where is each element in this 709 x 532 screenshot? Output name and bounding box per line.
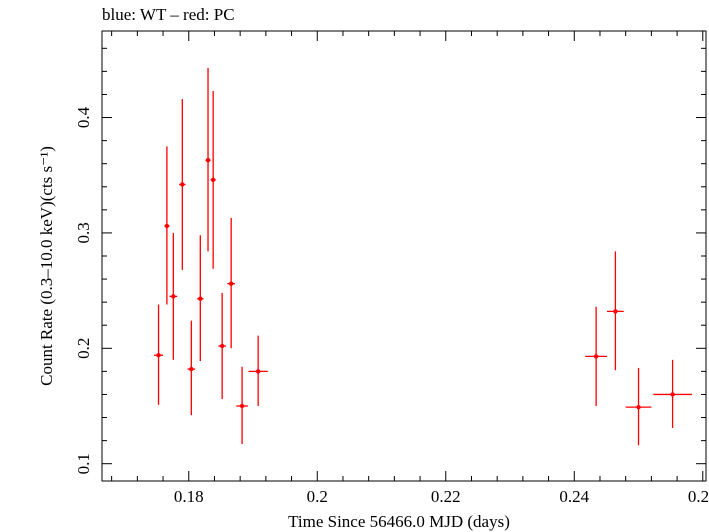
y-tick-label: 0.2 xyxy=(74,338,93,359)
point-marker xyxy=(636,404,641,410)
x-tick-label: 0.2 xyxy=(307,487,328,506)
y-tick-label: 0.4 xyxy=(74,106,93,128)
point-marker xyxy=(156,353,161,358)
data-point xyxy=(179,99,186,270)
point-marker xyxy=(255,369,261,374)
point-marker xyxy=(164,223,170,229)
x-tick-label: 0.24 xyxy=(559,487,589,506)
point-marker xyxy=(613,309,618,314)
x-tick-label: 0.26 xyxy=(688,487,709,506)
data-point xyxy=(653,359,692,428)
data-point xyxy=(210,91,216,269)
y-tick-label: 0.3 xyxy=(74,222,93,243)
y-tick-label: 0.1 xyxy=(74,453,93,474)
data-point xyxy=(218,292,227,400)
data-point xyxy=(625,367,652,446)
data-point xyxy=(227,217,236,349)
data-points xyxy=(154,67,692,446)
point-marker xyxy=(228,281,234,286)
chart-title: blue: WT – red: PC xyxy=(102,5,235,24)
x-axis: 0.18 0.2 0.22 0.24 0.26 xyxy=(111,31,709,506)
point-marker xyxy=(593,354,599,359)
point-marker xyxy=(210,177,216,183)
point-marker xyxy=(180,182,185,187)
data-point xyxy=(169,232,178,360)
point-marker xyxy=(219,343,225,349)
point-marker xyxy=(189,366,194,372)
point-marker xyxy=(171,294,176,299)
data-point xyxy=(197,235,204,361)
point-marker xyxy=(239,403,245,409)
data-point xyxy=(154,304,164,405)
data-point xyxy=(585,306,608,406)
data-point xyxy=(205,67,211,252)
data-point xyxy=(164,146,170,305)
point-marker xyxy=(670,392,675,397)
data-point xyxy=(607,251,624,371)
y-axis: 0.1 0.2 0.3 0.4 xyxy=(74,47,706,474)
point-marker xyxy=(205,158,211,163)
data-point xyxy=(187,320,196,416)
data-point xyxy=(236,366,248,445)
x-tick-label: 0.22 xyxy=(431,487,461,506)
y-axis-label: Count Rate (0.3–10.0 keV)(cts s⁻¹) xyxy=(37,146,56,386)
x-axis-label: Time Since 56466.0 MJD (days) xyxy=(288,512,510,531)
data-point xyxy=(248,335,268,406)
x-tick-label: 0.18 xyxy=(174,487,204,506)
point-marker xyxy=(198,296,203,301)
